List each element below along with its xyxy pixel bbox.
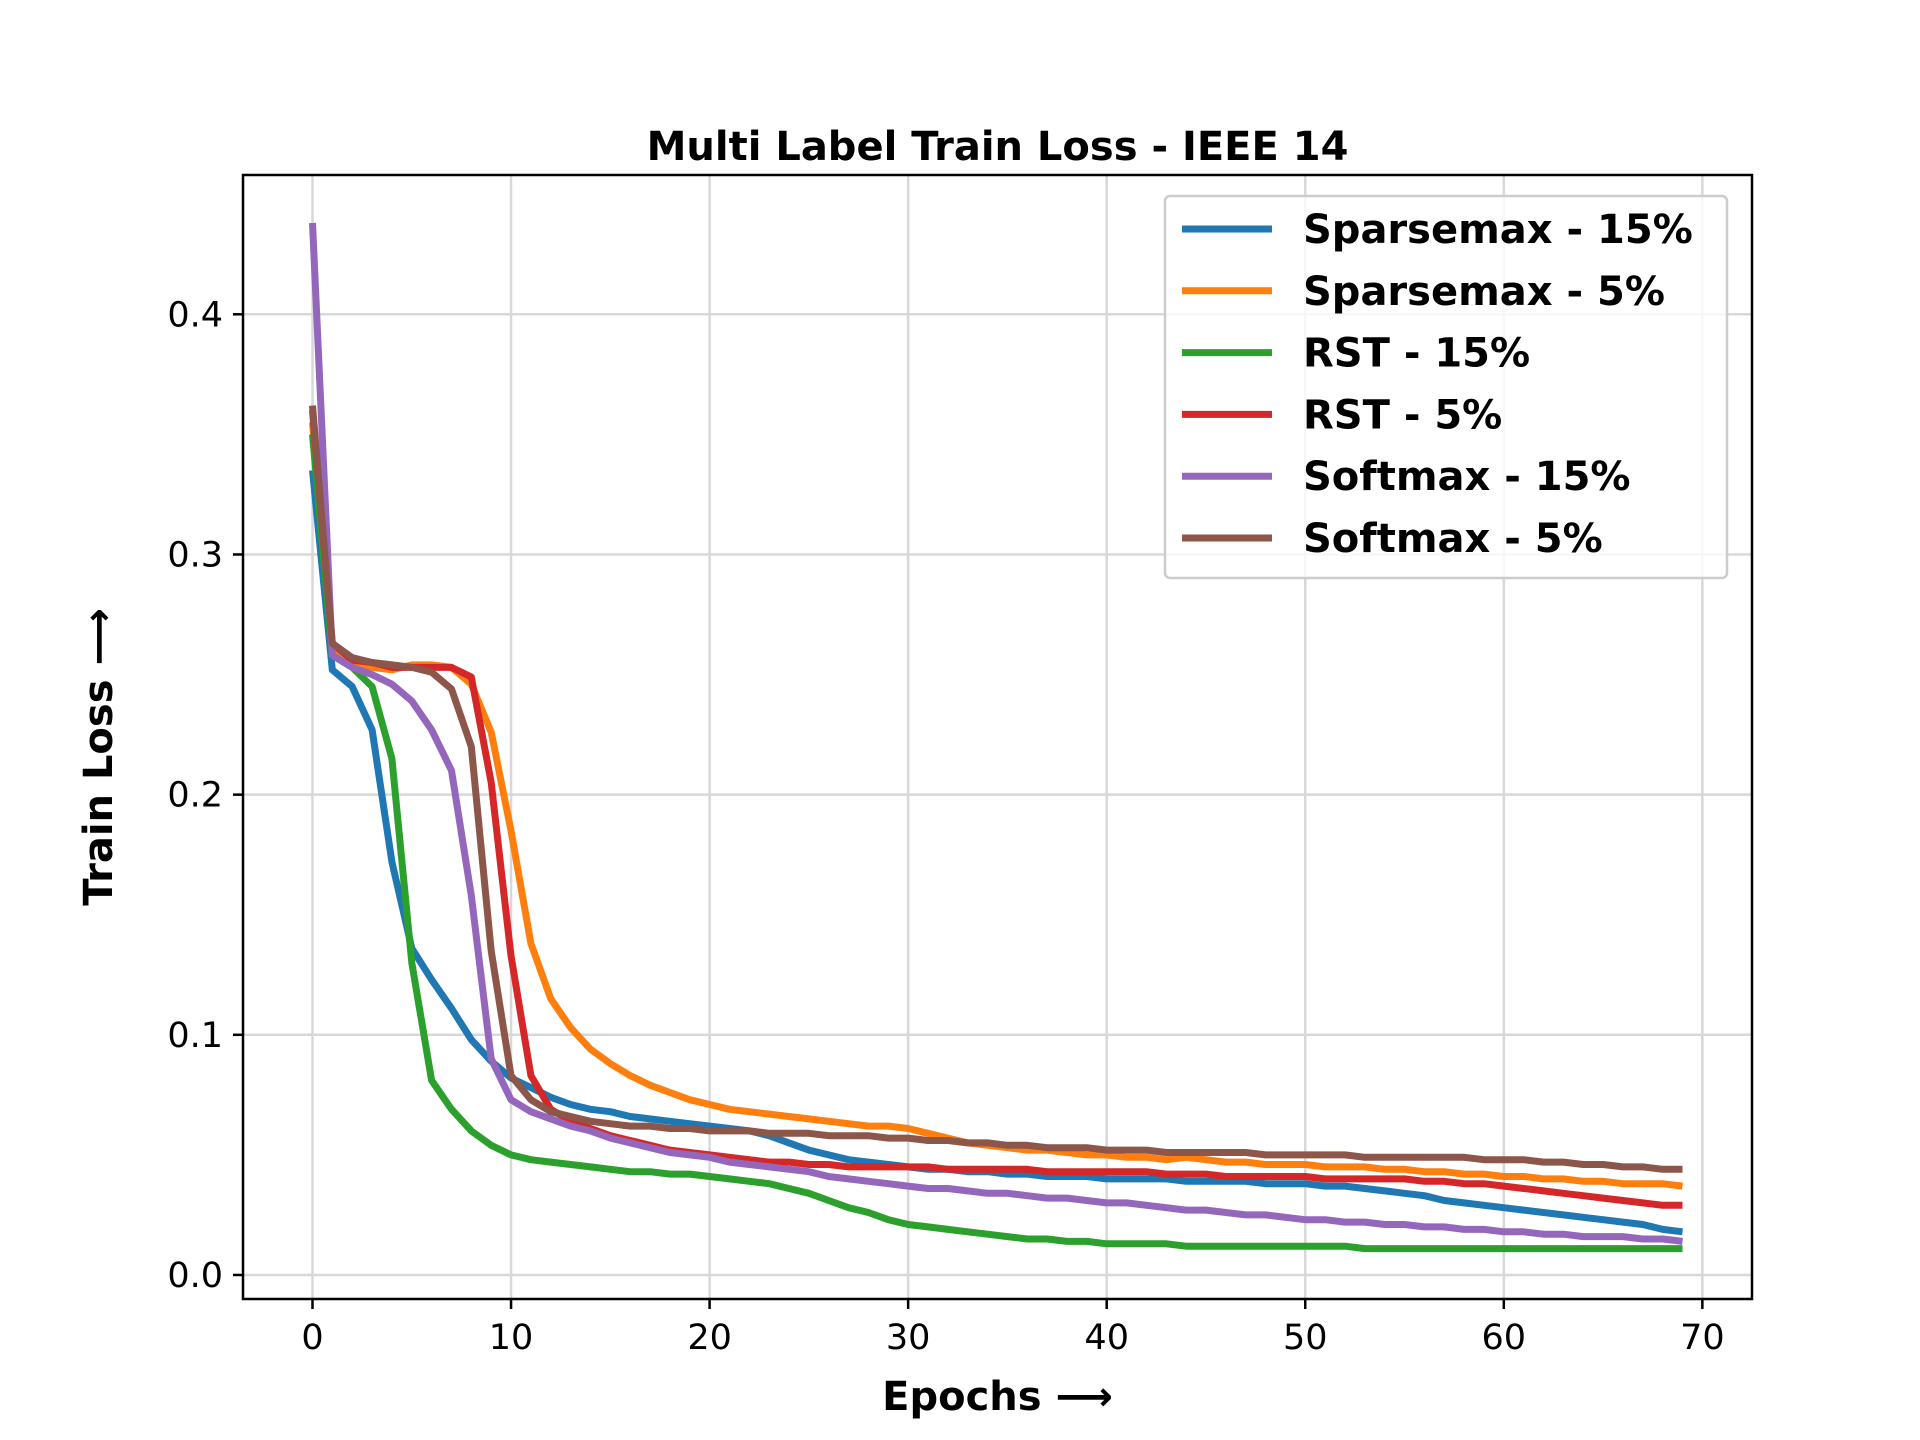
chart-title: Multi Label Train Loss - IEEE 14 <box>647 124 1349 170</box>
series-line-softmax-15 <box>309 222 1683 1245</box>
y-tick-label: 0.2 <box>167 776 223 816</box>
x-tick-label: 30 <box>886 1318 931 1358</box>
plot-frame <box>241 173 1754 1301</box>
legend-item: RST - 5% <box>1182 392 1502 438</box>
legend-item: Sparsemax - 5% <box>1182 269 1665 315</box>
x-tick-label: 10 <box>489 1318 534 1358</box>
legend-label: Sparsemax - 5% <box>1303 269 1665 315</box>
legend: Sparsemax - 15% Sparsemax - 5% RST - 15% RS… <box>1163 194 1729 580</box>
legend-items: Sparsemax - 15% Sparsemax - 5% RST - 15% RS… <box>1182 207 1693 562</box>
legend-label: Sparsemax - 15% <box>1303 207 1693 253</box>
legend-item: Sparsemax - 15% <box>1182 207 1693 253</box>
legend-label: Softmax - 5% <box>1303 516 1603 562</box>
x-tick-label: 20 <box>687 1318 732 1358</box>
x-tick-label: 50 <box>1283 1318 1328 1358</box>
legend-box <box>1163 194 1729 580</box>
legend-label: RST - 15% <box>1303 331 1530 377</box>
y-axis-label: Train Loss ⟶ <box>76 608 122 906</box>
x-tick-label: 70 <box>1680 1318 1725 1358</box>
series-lines <box>309 222 1683 1253</box>
legend-item: RST - 15% <box>1182 331 1530 377</box>
series-line-rst-5 <box>309 410 1683 1209</box>
series-line-softmax-5 <box>309 405 1683 1173</box>
x-tick-label: 40 <box>1084 1318 1129 1358</box>
y-tick-label: 0.0 <box>167 1256 223 1296</box>
y-tick-label: 0.4 <box>167 295 223 335</box>
y-tick-label: 0.1 <box>167 1016 223 1056</box>
series-line-rst-15 <box>309 434 1683 1253</box>
legend-item: Softmax - 15% <box>1182 454 1630 500</box>
y-tick-label: 0.3 <box>167 535 223 575</box>
legend-label: Softmax - 15% <box>1303 454 1630 500</box>
x-tick-label: 0 <box>301 1318 323 1358</box>
x-axis-label: Epochs ⟶ <box>882 1374 1113 1420</box>
x-tick-label: 60 <box>1482 1318 1527 1358</box>
legend-label: RST - 5% <box>1303 392 1502 438</box>
legend-item: Softmax - 5% <box>1182 516 1603 562</box>
axis-ticks: 0 10 20 30 40 50 60 70 0.0 0.1 0.2 0.3 0.4 <box>167 295 1724 1358</box>
